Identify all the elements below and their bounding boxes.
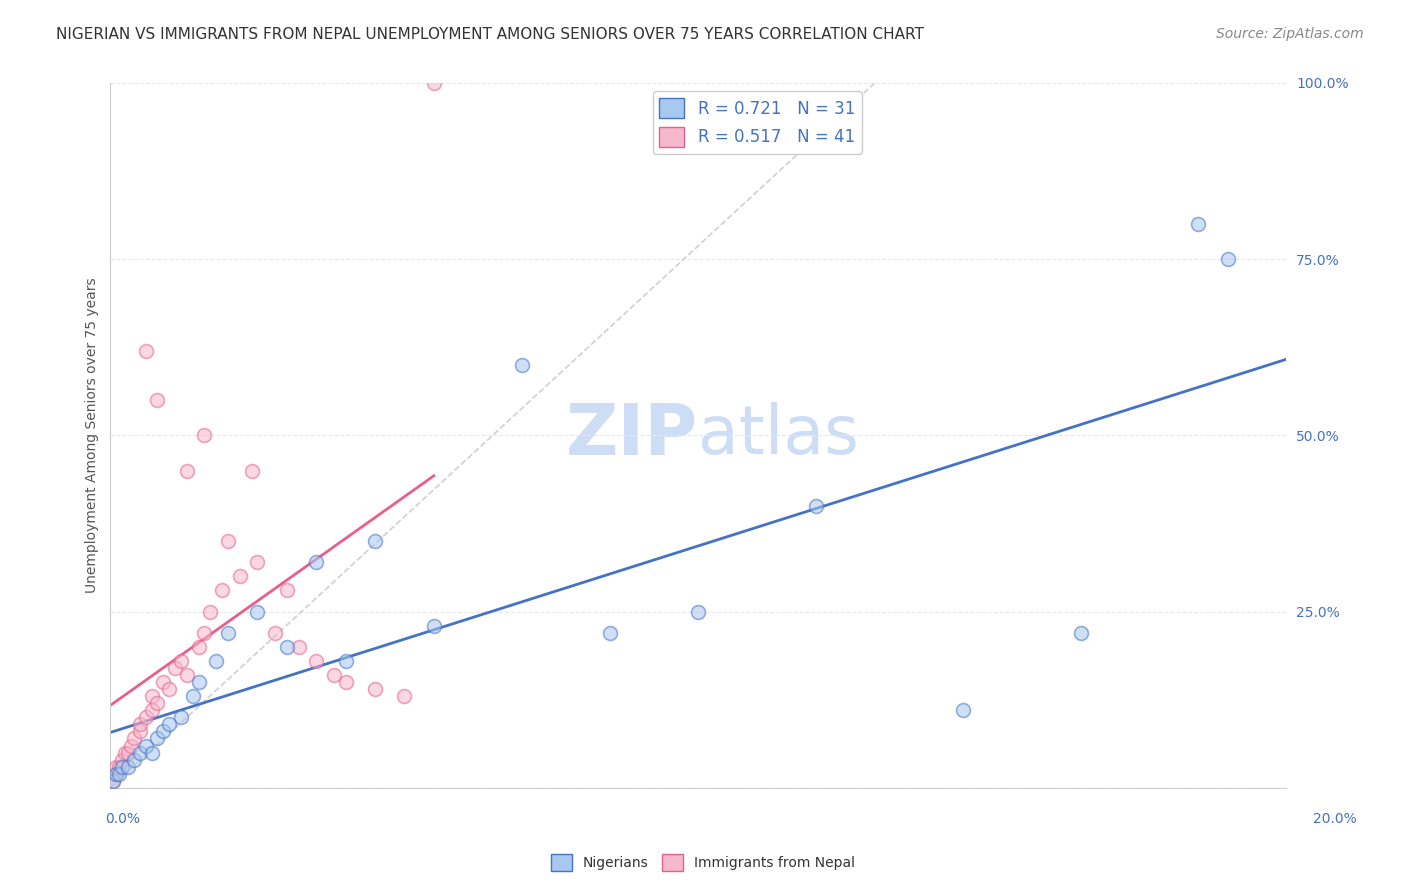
Point [128, 724, 150, 739]
Point [146, 696, 169, 710]
Point [193, 625, 215, 640]
Point [217, 534, 239, 549]
Point [152, 675, 174, 690]
Point [246, 605, 269, 619]
Point [122, 731, 145, 746]
Point [128, 746, 150, 760]
Legend: R = 0.721   N = 31, R = 0.517   N = 41: R = 0.721 N = 31, R = 0.517 N = 41 [652, 91, 862, 153]
Point [1187, 217, 1209, 231]
Point [170, 710, 193, 724]
Point [114, 746, 136, 760]
Point [246, 555, 269, 569]
Point [105, 766, 128, 780]
Point [335, 675, 357, 690]
Point [176, 464, 198, 478]
Point [117, 746, 139, 760]
Point [804, 499, 827, 513]
Point [165, 661, 187, 675]
Point [205, 654, 228, 668]
Point [181, 689, 204, 703]
Point [200, 605, 222, 619]
Point [141, 746, 163, 760]
Point [423, 618, 446, 632]
Point [135, 710, 157, 724]
Point [305, 555, 328, 569]
Point [111, 759, 134, 773]
Point [217, 625, 239, 640]
Point [146, 731, 169, 746]
Text: NIGERIAN VS IMMIGRANTS FROM NEPAL UNEMPLOYMENT AMONG SENIORS OVER 75 YEARS CORRE: NIGERIAN VS IMMIGRANTS FROM NEPAL UNEMPL… [56, 27, 924, 42]
Point [1070, 625, 1092, 640]
Point [240, 464, 263, 478]
Point [276, 640, 298, 654]
Point [364, 534, 387, 549]
Point [128, 717, 150, 731]
Point [146, 393, 169, 408]
Point [108, 766, 131, 780]
Point [135, 739, 157, 753]
Point [117, 759, 139, 773]
Point [187, 640, 209, 654]
Point [103, 773, 125, 788]
Point [510, 358, 533, 372]
Point [264, 625, 287, 640]
Point [152, 724, 174, 739]
Point [135, 343, 157, 358]
Text: 20.0%: 20.0% [1313, 812, 1357, 826]
Y-axis label: Unemployment Among Seniors over 75 years: Unemployment Among Seniors over 75 years [86, 277, 100, 593]
Text: ZIP: ZIP [567, 401, 699, 470]
Point [599, 625, 621, 640]
Point [394, 689, 416, 703]
Point [305, 654, 328, 668]
Point [105, 766, 128, 780]
Point [193, 428, 215, 442]
Point [120, 739, 142, 753]
Point [952, 703, 974, 717]
Point [335, 654, 357, 668]
Point [1216, 252, 1239, 267]
Text: atlas: atlas [699, 402, 859, 468]
Point [103, 773, 125, 788]
Point [157, 682, 180, 697]
Point [187, 675, 209, 690]
Point [423, 76, 446, 90]
Point [211, 583, 233, 598]
Point [105, 759, 128, 773]
Text: Source: ZipAtlas.com: Source: ZipAtlas.com [1216, 27, 1364, 41]
Point [276, 583, 298, 598]
Text: 0.0%: 0.0% [105, 812, 141, 826]
Point [157, 717, 180, 731]
Point [322, 668, 344, 682]
Point [229, 569, 252, 583]
Point [364, 682, 387, 697]
Point [111, 753, 134, 767]
Point [108, 759, 131, 773]
Point [141, 703, 163, 717]
Point [176, 668, 198, 682]
Point [688, 605, 710, 619]
Point [287, 640, 309, 654]
Legend: Nigerians, Immigrants from Nepal: Nigerians, Immigrants from Nepal [546, 848, 860, 876]
Point [141, 689, 163, 703]
Point [122, 753, 145, 767]
Point [170, 654, 193, 668]
